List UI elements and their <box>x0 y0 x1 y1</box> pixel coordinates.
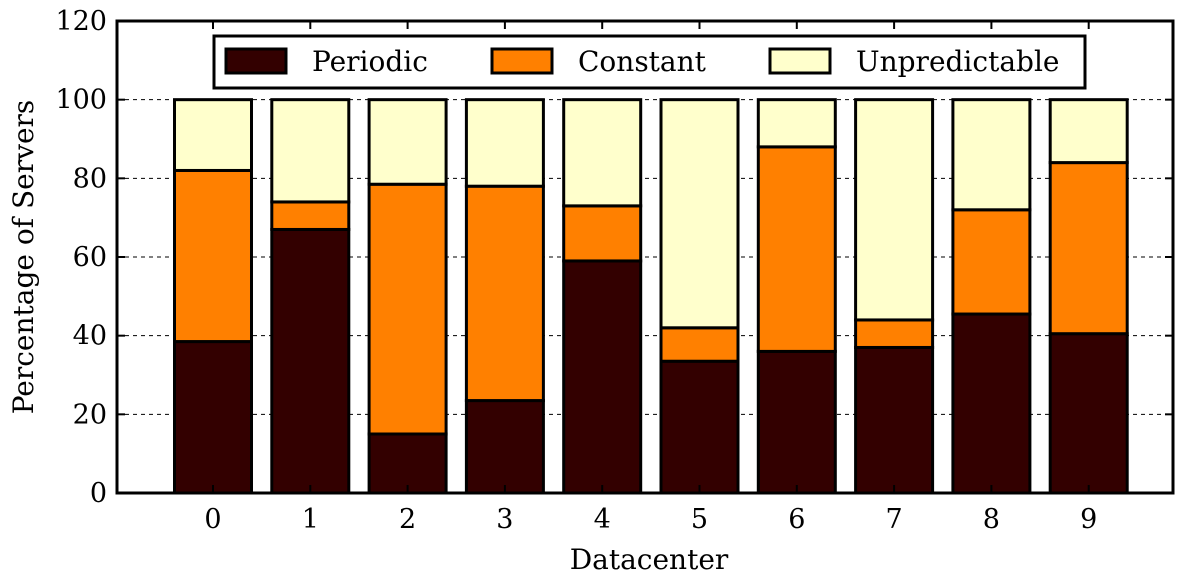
bar-periodic-1 <box>270 227 351 495</box>
bar-unpredictable-3 <box>464 98 545 188</box>
x-tick-label-3: 3 <box>496 504 513 535</box>
bar-periodic-7 <box>854 345 935 495</box>
y-tick-label-80: 80 <box>73 163 107 194</box>
bar-constant-8 <box>951 208 1032 316</box>
bar-constant-7 <box>854 318 935 349</box>
bar-unpredictable-5 <box>659 98 740 330</box>
y-tick-label-100: 100 <box>55 85 107 116</box>
bar-constant-9 <box>1048 161 1129 336</box>
x-tick-label-0: 0 <box>204 504 221 535</box>
bar-periodic-0 <box>173 340 253 495</box>
legend-box <box>212 34 1087 90</box>
legend-label-periodic: Periodic <box>312 45 428 78</box>
bar-unpredictable-7 <box>854 98 935 322</box>
bar-constant-1 <box>270 200 351 231</box>
y-tick-label-0: 0 <box>90 478 107 509</box>
bar-unpredictable-6 <box>756 98 837 149</box>
bar-unpredictable-8 <box>951 98 1032 212</box>
x-tick-label-6: 6 <box>788 504 805 535</box>
bar-constant-4 <box>562 204 643 263</box>
legend-label-constant: Constant <box>578 45 707 78</box>
x-tick-label-2: 2 <box>399 504 416 535</box>
bar-unpredictable-9 <box>1048 98 1129 165</box>
x-tick-label-8: 8 <box>983 504 1000 535</box>
y-tick-label-20: 20 <box>73 399 107 430</box>
bar-periodic-2 <box>367 432 448 495</box>
legend-swatch-unpredictable <box>768 47 832 75</box>
y-tick-label-120: 120 <box>55 6 107 37</box>
bar-periodic-3 <box>464 399 545 495</box>
y-tick-label-60: 60 <box>73 242 107 273</box>
bar-periodic-6 <box>756 349 837 495</box>
legend: Periodic Constant Unpredictable <box>212 34 1087 90</box>
x-tick-label-7: 7 <box>886 504 903 535</box>
bar-periodic-8 <box>951 312 1032 495</box>
bar-unpredictable-2 <box>367 98 448 186</box>
legend-swatch-constant <box>490 47 554 75</box>
bar-unpredictable-1 <box>270 98 351 204</box>
legend-swatch-periodic <box>224 47 288 75</box>
axis-ticks: 0 20 40 60 80 100 120 0 1 2 3 4 5 6 7 8 9 <box>55 6 1173 535</box>
y-tick-label-40: 40 <box>73 321 107 352</box>
bar-constant-0 <box>173 168 253 344</box>
bar-periodic-5 <box>659 359 740 495</box>
bar-constant-6 <box>756 145 837 353</box>
bar-unpredictable-4 <box>562 98 643 208</box>
x-tick-label-1: 1 <box>302 504 319 535</box>
bar-constant-5 <box>659 326 740 363</box>
x-axis-label: Datacenter <box>570 543 729 576</box>
bar-constant-2 <box>367 182 448 436</box>
bar-constant-3 <box>464 184 545 403</box>
bar-periodic-9 <box>1048 332 1129 495</box>
bars <box>173 98 1129 495</box>
x-tick-label-5: 5 <box>691 504 708 535</box>
bar-unpredictable-0 <box>173 98 253 172</box>
x-tick-label-4: 4 <box>594 504 611 535</box>
legend-label-unpredictable: Unpredictable <box>856 45 1059 78</box>
x-tick-label-9: 9 <box>1080 504 1097 535</box>
y-axis-label: Percentage of Servers <box>7 100 40 415</box>
bar-periodic-4 <box>562 259 643 495</box>
